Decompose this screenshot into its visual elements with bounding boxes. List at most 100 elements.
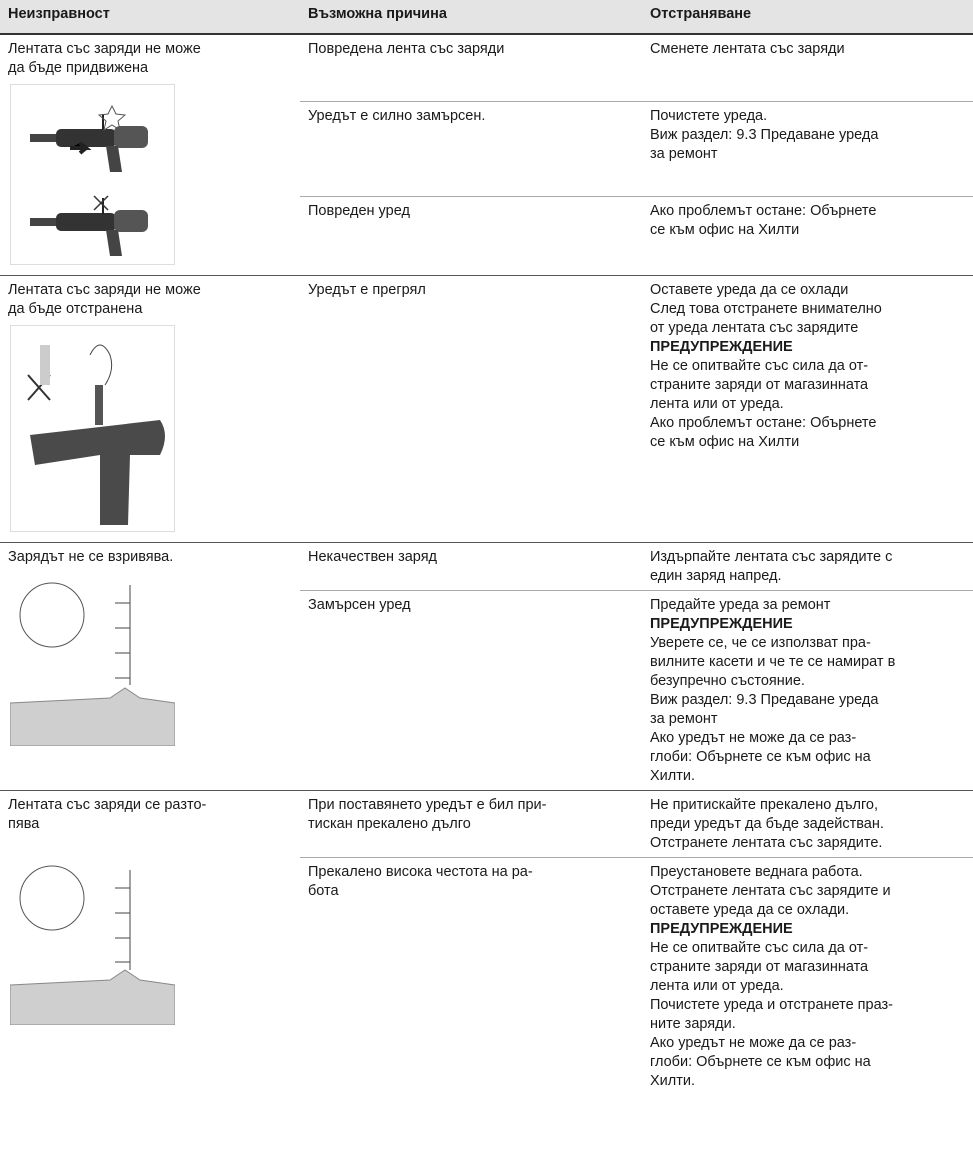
text-line: Некачествен заряд bbox=[308, 549, 438, 565]
text-line: Оставете уреда да се охлади bbox=[650, 282, 849, 298]
text-line: Лентата със заряди не може bbox=[8, 41, 201, 57]
cause-cell: Замърсен уред bbox=[300, 590, 642, 791]
text-line: преди уредът да бъде задействан. bbox=[650, 816, 884, 832]
table-row: Лентата със заряди не може да бъде придви… bbox=[0, 33, 973, 276]
text-line: Отстранете лентата със зарядите. bbox=[650, 835, 883, 851]
text-line: Ако уредът не може да се раз- bbox=[650, 1035, 857, 1051]
text-line: от уреда лентата със зарядите bbox=[650, 320, 859, 336]
text-line: страните заряди от магазинната bbox=[650, 377, 869, 393]
text-line: Хилти. bbox=[650, 768, 696, 784]
text-line: Виж раздел: 9.3 Предаване уреда bbox=[650, 127, 879, 144]
header-cell: Възможна причина bbox=[300, 0, 642, 35]
remedy-cell: Почистете уреда. Виж раздел: 9.3 Предаван… bbox=[642, 101, 973, 197]
text-line: ПРЕДУПРЕЖДЕНИЕ bbox=[650, 616, 793, 632]
illustration bbox=[10, 325, 292, 538]
cause-cell: Уредът е силно замърсен. bbox=[300, 101, 642, 197]
table-row: Замърсен уред Предайте уреда за ремонт ПРЕ… bbox=[0, 590, 973, 791]
illustration-svg bbox=[10, 84, 175, 265]
text-line: Уверете се, че се използват пра- bbox=[650, 635, 871, 651]
text-line: тискан прекалено дълго bbox=[308, 816, 471, 832]
text-line: глоби: Обърнете се към офис на bbox=[650, 1054, 871, 1070]
remedy-cell: Оставете уреда да се охлади След това отс… bbox=[642, 275, 973, 543]
text-line: за ремонт bbox=[650, 711, 718, 727]
text-line: Не се опитвайте със сила да от- bbox=[650, 940, 869, 956]
cause-cell: При поставянето уредът е бил при-тискан … bbox=[300, 790, 642, 858]
remedy-cell: Преустановете веднага работа. Отстранете … bbox=[642, 857, 973, 1149]
text-line: оставете уреда да се охлади. bbox=[650, 902, 850, 918]
text-line: Виж раздел: 9.3 Предаване уреда bbox=[650, 692, 879, 708]
text-line: ПРЕДУПРЕЖДЕНИЕ bbox=[650, 921, 793, 937]
text-line: безупречно състояние. bbox=[650, 673, 805, 689]
text-line: След това отстранете внимателно bbox=[650, 301, 882, 317]
fault-cell: Лентата със заряди не може да бъде придви… bbox=[0, 33, 300, 276]
text-line: един заряд напред. bbox=[650, 568, 782, 584]
text-line: Отстранете лентата със зарядите и bbox=[650, 883, 891, 899]
table-row: Лентата със заряди не може да бъде отстра… bbox=[0, 275, 973, 543]
fault-cell: Зарядът не се взривява. bbox=[0, 542, 300, 791]
text-line: Ако уредът не може да се раз- bbox=[650, 730, 857, 746]
text-line: за ремонт bbox=[650, 146, 718, 163]
text-line: ните заряди. bbox=[650, 1016, 736, 1032]
header-cell: Отстраняване bbox=[642, 0, 973, 35]
text-line: Лентата със заряди не може bbox=[8, 282, 201, 298]
cause-cell: Повреден уред bbox=[300, 196, 642, 276]
text-line: се към офис на Хилти bbox=[650, 434, 800, 450]
illustration bbox=[9, 573, 292, 752]
remedy-cell: Предайте уреда за ремонт ПРЕДУПРЕЖДЕНИЕ Ув… bbox=[642, 590, 973, 791]
remedy-cell: Ако проблемът остане: Обърнете се към офи… bbox=[642, 196, 973, 276]
illustration-svg bbox=[10, 325, 175, 532]
table-body: Лентата със заряди не може да бъде придви… bbox=[0, 33, 973, 1149]
text-line: лента или от уреда. bbox=[650, 978, 784, 994]
text-line: Предайте уреда за ремонт bbox=[650, 597, 831, 613]
text-line: Ако проблемът остане: Обърнете bbox=[650, 203, 877, 220]
text-line: Зарядът не се взривява. bbox=[8, 549, 174, 565]
text-line: Уредът е прегрял bbox=[308, 282, 426, 298]
text-line: страните заряди от магазинната bbox=[650, 959, 869, 975]
text-line: При поставянето уредът е бил при- bbox=[308, 797, 547, 813]
text-line: Сменете лентата със заряди bbox=[650, 41, 845, 57]
text-line: Замърсен уред bbox=[308, 597, 411, 613]
fault-cell: Лентата със заряди се разто-пява bbox=[0, 790, 300, 1149]
illustration bbox=[10, 84, 292, 271]
cause-cell: Некачествен заряд bbox=[300, 542, 642, 591]
illustration-svg bbox=[9, 840, 176, 1026]
text-line: Не се опитвайте със сила да от- bbox=[650, 358, 869, 374]
text-line: Почистете уреда. bbox=[650, 108, 768, 125]
table-row: Повреден уред Ако проблемът остане: Обърн… bbox=[0, 196, 973, 276]
table-row: Уредът е силно замърсен. Почистете уреда.… bbox=[0, 101, 973, 197]
text-line: Издърпайте лентата със зарядите с bbox=[650, 549, 893, 565]
remedy-cell: Издърпайте лентата със зарядите с един за… bbox=[642, 542, 973, 591]
text-line: ПРЕДУПРЕЖДЕНИЕ bbox=[650, 339, 793, 355]
text-line: Повредена лента със заряди bbox=[308, 41, 505, 57]
text-line: лента или от уреда. bbox=[650, 396, 784, 412]
text-line: Лентата със заряди се разто- bbox=[8, 797, 207, 813]
table-row: Прекалено висока честота на ра-бота Преус… bbox=[0, 857, 973, 1149]
text-line: да бъде отстранена bbox=[8, 301, 143, 317]
text-line: пява bbox=[8, 816, 40, 832]
cause-cell: Прекалено висока честота на ра-бота bbox=[300, 857, 642, 1149]
header-cell: Неизправност bbox=[0, 0, 300, 35]
text-line: Преустановете веднага работа. bbox=[650, 864, 863, 880]
table-row: Лентата със заряди се разто-пява При пост… bbox=[0, 790, 973, 1149]
text-line: Не притискайте прекалено дълго, bbox=[650, 797, 879, 813]
illustration-svg bbox=[9, 573, 176, 747]
text-line: Хилти. bbox=[650, 1073, 696, 1089]
text-line: Повреден уред bbox=[308, 203, 410, 220]
text-line: Уредът е силно замърсен. bbox=[308, 108, 486, 125]
illustration bbox=[9, 840, 292, 1031]
text-line: вилните касети и че те се намират в bbox=[650, 654, 896, 670]
cause-cell: Повредена лента със заряди bbox=[300, 33, 642, 102]
text-line: Почистете уреда и отстранете праз- bbox=[650, 997, 893, 1013]
text-line: се към офис на Хилти bbox=[650, 222, 800, 239]
remedy-cell: Сменете лентата със заряди bbox=[642, 33, 973, 102]
text-line: глоби: Обърнете се към офис на bbox=[650, 749, 871, 765]
fault-cell: Лентата със заряди не може да бъде отстра… bbox=[0, 275, 300, 543]
text-line: бота bbox=[308, 883, 339, 899]
header-row: Неизправност Възможна причина Отстранява… bbox=[0, 0, 973, 35]
text-line: Прекалено висока честота на ра- bbox=[308, 864, 533, 880]
cause-cell: Уредът е прегрял bbox=[300, 275, 642, 543]
text-line: да бъде придвижена bbox=[8, 60, 149, 76]
table-row: Зарядът не се взривява. Некачествен заряд… bbox=[0, 542, 973, 791]
